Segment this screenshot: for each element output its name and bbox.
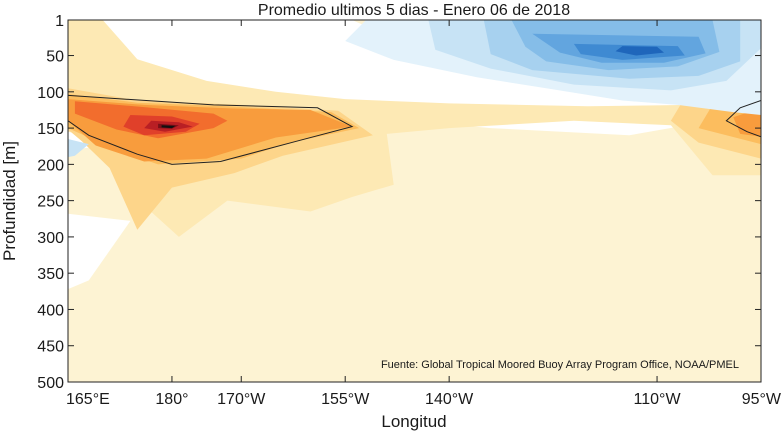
y-axis-label: Profundidad [m] — [0, 141, 19, 261]
contour-line-0 — [68, 94, 354, 165]
x-axis-label: Longitud — [381, 412, 446, 431]
contour-lines — [68, 94, 761, 165]
contour-line-1 — [725, 100, 761, 138]
y-tick-label-6: 300 — [37, 230, 64, 247]
source-annotation: Fuente: Global Tropical Moored Buoy Arra… — [381, 359, 739, 371]
y-tick-label-10: 500 — [37, 375, 64, 392]
x-tick-label-4: 140°W — [425, 391, 474, 408]
x-tick-label-1: 180° — [155, 391, 188, 408]
y-tick-label-7: 350 — [37, 266, 64, 283]
x-tick-label-2: 170°W — [217, 391, 266, 408]
y-tick-label-8: 400 — [37, 302, 64, 319]
y-tick-label-1: 50 — [46, 49, 64, 66]
contour-region-15 — [161, 125, 176, 129]
contour-region-10 — [733, 107, 761, 137]
contour-region-23 — [615, 46, 664, 56]
y-tick-label-3: 150 — [37, 121, 64, 138]
x-tick-label-0: 165°E — [66, 391, 110, 408]
y-tick-label-5: 250 — [37, 194, 64, 211]
contour-fills — [68, 20, 761, 382]
contour-region-4 — [68, 20, 761, 237]
x-tick-label-5: 110°W — [634, 391, 682, 408]
x-axis: 165°E 180° 170°W 155°W 140°W 110°W 95°W — [66, 20, 782, 408]
x-tick-label-3: 155°W — [321, 391, 370, 408]
y-tick-label-4: 200 — [37, 157, 64, 174]
contour-region-18 — [68, 139, 89, 158]
y-tick-label-0: 1 — [55, 13, 64, 30]
chart-title: Promedio ultimos 5 dias - Enero 06 de 20… — [258, 2, 570, 19]
contour-region-3 — [68, 213, 131, 290]
y-tick-label-2: 100 — [37, 85, 64, 102]
y-tick-label-9: 450 — [37, 339, 64, 356]
x-tick-label-6: 95°W — [742, 391, 782, 408]
